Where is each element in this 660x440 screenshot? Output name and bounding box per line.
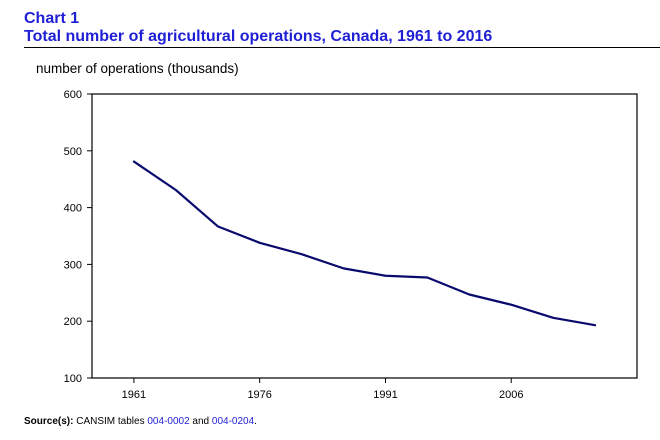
chart-header: Chart 1 Total number of agricultural ope… <box>24 10 492 46</box>
source-label: Source(s): <box>24 416 74 427</box>
source-mid: and <box>192 416 210 427</box>
y-axis-ticks: 100 200 300 400 500 600 <box>64 89 92 385</box>
y-tick-label: 500 <box>64 146 82 158</box>
source-note: Source(s): CANSIM tables 004-0002 and 00… <box>24 416 257 427</box>
y-tick-label: 600 <box>64 89 82 101</box>
x-tick-label: 1976 <box>247 389 271 401</box>
y-axis-label: number of operations (thousands) <box>36 61 239 76</box>
chart-title: Total number of agricultural operations,… <box>24 28 493 45</box>
y-tick-label: 100 <box>64 373 82 385</box>
series-line <box>132 160 597 327</box>
series-group <box>132 160 597 327</box>
x-axis-ticks: 1961 1976 1991 2006 <box>122 378 523 401</box>
x-tick-label: 1961 <box>122 389 146 401</box>
source-pre: CANSIM tables <box>76 416 145 427</box>
plot-frame <box>91 93 638 379</box>
title-rule <box>24 47 660 48</box>
source-link-1[interactable]: 004-0002 <box>147 416 190 427</box>
y-tick-label: 400 <box>64 203 82 215</box>
x-tick-label: 1991 <box>373 389 397 401</box>
x-tick-label: 2006 <box>499 389 523 401</box>
chart-label: Chart 1 <box>24 10 80 27</box>
source-post: . <box>254 416 257 427</box>
source-link-2[interactable]: 004-0204 <box>211 416 255 427</box>
y-tick-label: 300 <box>64 259 82 271</box>
y-tick-label: 200 <box>64 316 82 328</box>
